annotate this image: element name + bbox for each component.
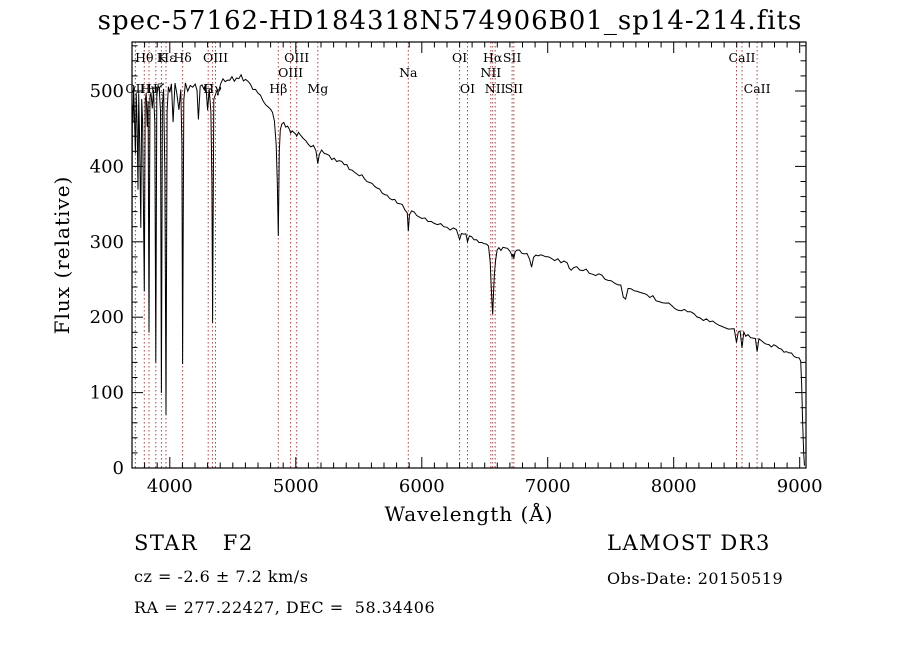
spectral-line-label: Hβ [269,81,287,96]
y-tick-label: 300 [90,232,124,253]
page-title: spec-57162-HD184318N574906B01_sp14-214.f… [97,6,803,36]
spectral-line-label: CaII [729,50,756,65]
spectral-line-label: Hγ [203,81,221,96]
spectral-line-label: CaII [744,81,771,96]
spectral-line-label: OIII [203,50,228,65]
spectral-line-label: OII [125,81,145,96]
spectral-line-label: OIII [278,65,303,80]
spectral-line-label: Hδ [173,50,191,65]
y-tick-label: 400 [90,156,124,177]
spectral-line-label: Mg [307,81,328,96]
obs-date-value: Obs-Date: 20150519 [607,569,784,588]
spectral-line-label: OIII [284,50,309,65]
spectral-line-label: Hζ [147,81,165,96]
spectral-line-label: Hε [158,50,175,65]
y-tick-label: 100 [90,383,124,404]
spectral-line-label: G [203,81,213,96]
x-tick-label: 7000 [525,476,571,497]
spectrum-line [131,73,805,466]
spectral-line-label: K [157,50,167,65]
spectral-line-label: Hθ [135,50,153,65]
y-tick-label: 200 [90,307,124,328]
survey-label: LAMOST DR3 [607,531,771,555]
spectral-line-label: NII [480,65,501,80]
spectral-line-label: Na [399,65,418,80]
x-tick-label: 8000 [651,476,697,497]
y-tick-label: 0 [113,458,124,479]
x-tick-label: 4000 [147,476,193,497]
ra-dec-value: RA = 277.22427, DEC = 58.34406 [134,598,436,617]
spectral-line-label: SII [503,50,522,65]
spectral-line-label: SII [505,81,524,96]
cz-value: cz = -2.6 ± 7.2 km/s [134,567,309,586]
spectral-line-label: Hα [483,50,503,65]
spectral-line-label: OI [460,81,475,96]
y-axis-label: Flux (relative) [50,175,74,335]
x-tick-label: 9000 [777,476,823,497]
y-tick-label: 500 [90,81,124,102]
plot-frame [131,41,807,469]
x-axis-label: Wavelength (Å) [384,502,554,526]
x-tick-label: 6000 [399,476,445,497]
spectral-line-label: NII [485,81,506,96]
classification-label: STAR F2 [134,531,254,555]
spectral-line-label: OI [452,50,467,65]
x-tick-label: 5000 [273,476,319,497]
